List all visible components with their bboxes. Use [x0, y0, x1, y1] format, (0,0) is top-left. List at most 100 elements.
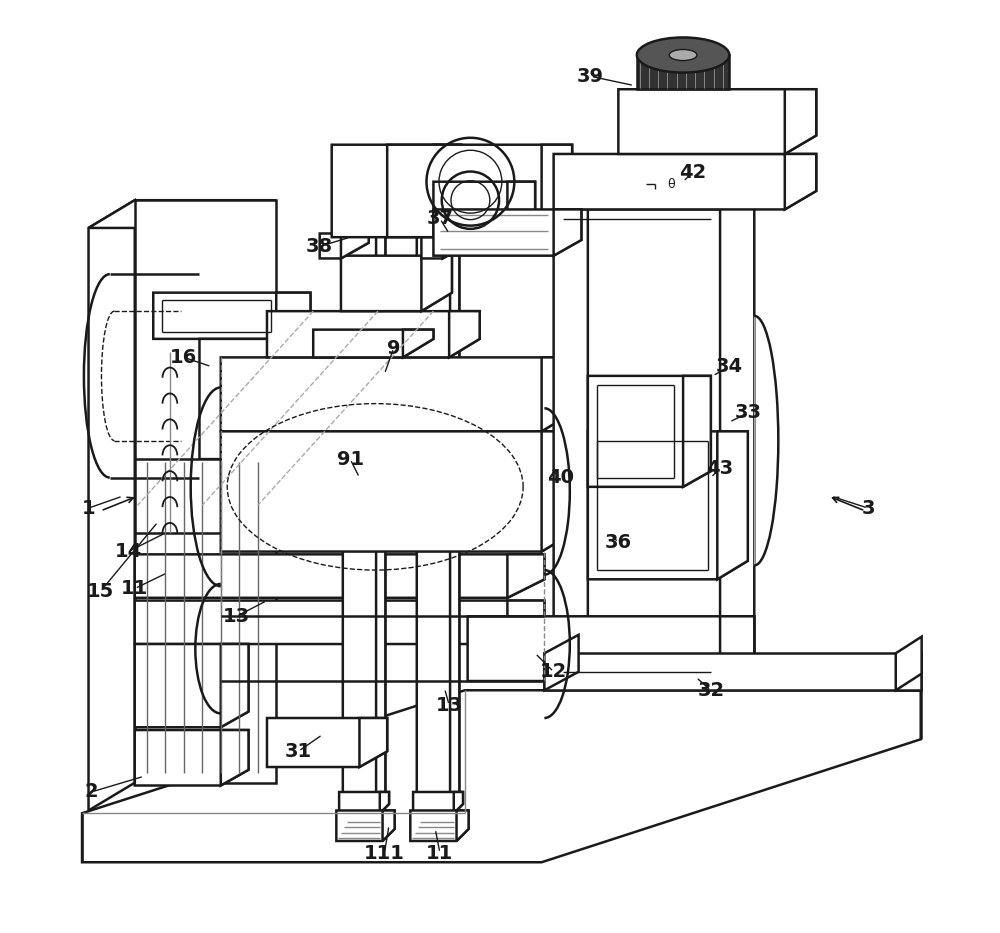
Polygon shape	[450, 230, 459, 814]
Polygon shape	[387, 145, 572, 237]
Text: 11: 11	[121, 579, 148, 598]
Polygon shape	[554, 209, 581, 256]
Polygon shape	[457, 811, 469, 841]
Text: 13: 13	[436, 696, 463, 715]
Polygon shape	[507, 601, 544, 644]
Polygon shape	[336, 811, 395, 841]
Polygon shape	[380, 792, 389, 814]
Polygon shape	[221, 730, 248, 786]
Polygon shape	[785, 90, 816, 154]
Text: 34: 34	[716, 357, 743, 376]
Text: 43: 43	[707, 459, 734, 478]
Polygon shape	[221, 431, 572, 551]
Polygon shape	[410, 811, 469, 841]
Ellipse shape	[669, 49, 697, 61]
Text: 2: 2	[84, 783, 98, 801]
Polygon shape	[542, 145, 572, 237]
Polygon shape	[417, 230, 459, 814]
Text: 32: 32	[697, 681, 724, 700]
Polygon shape	[554, 154, 816, 209]
Polygon shape	[720, 617, 754, 681]
Polygon shape	[454, 792, 463, 814]
Text: 39: 39	[577, 67, 604, 86]
Polygon shape	[554, 191, 588, 681]
Polygon shape	[135, 644, 248, 727]
Text: 33: 33	[734, 403, 761, 423]
Polygon shape	[339, 209, 389, 230]
Text: 38: 38	[306, 237, 333, 256]
Text: 42: 42	[679, 163, 706, 182]
Polygon shape	[683, 376, 711, 487]
Polygon shape	[380, 209, 389, 230]
Polygon shape	[433, 209, 581, 256]
Polygon shape	[421, 233, 470, 258]
Polygon shape	[320, 233, 369, 258]
Polygon shape	[82, 690, 921, 862]
Polygon shape	[433, 145, 461, 237]
Polygon shape	[588, 376, 711, 487]
Polygon shape	[135, 730, 248, 786]
Text: 16: 16	[170, 348, 197, 367]
Polygon shape	[413, 209, 463, 230]
Polygon shape	[468, 617, 754, 681]
Text: 37: 37	[426, 209, 453, 229]
Polygon shape	[637, 55, 729, 90]
Polygon shape	[449, 312, 480, 357]
Polygon shape	[383, 811, 395, 841]
Polygon shape	[221, 357, 572, 431]
Polygon shape	[267, 718, 387, 767]
Polygon shape	[339, 792, 389, 814]
Polygon shape	[135, 201, 276, 783]
Polygon shape	[135, 601, 544, 644]
Polygon shape	[544, 634, 579, 690]
Polygon shape	[313, 329, 433, 357]
Polygon shape	[896, 636, 922, 690]
Polygon shape	[89, 201, 135, 811]
Text: 36: 36	[605, 533, 632, 551]
Text: 40: 40	[547, 468, 574, 487]
Polygon shape	[544, 653, 921, 690]
Polygon shape	[785, 154, 816, 209]
Polygon shape	[454, 209, 463, 230]
Polygon shape	[153, 293, 310, 339]
Polygon shape	[403, 329, 433, 357]
Polygon shape	[542, 431, 572, 551]
Polygon shape	[896, 653, 921, 690]
Ellipse shape	[637, 37, 729, 73]
Text: 14: 14	[115, 542, 142, 561]
Text: θ: θ	[667, 178, 675, 191]
Polygon shape	[618, 90, 816, 154]
Polygon shape	[720, 191, 754, 681]
Text: 12: 12	[540, 662, 567, 681]
Polygon shape	[376, 230, 385, 814]
Polygon shape	[421, 256, 452, 312]
Polygon shape	[443, 233, 470, 258]
Polygon shape	[507, 182, 535, 237]
Text: 15: 15	[87, 582, 114, 601]
Text: 91: 91	[337, 450, 364, 468]
Text: 11: 11	[426, 843, 454, 862]
Polygon shape	[433, 182, 535, 237]
Text: 31: 31	[285, 742, 312, 760]
Text: 9: 9	[387, 339, 400, 357]
Polygon shape	[542, 357, 572, 431]
Polygon shape	[267, 312, 480, 357]
Polygon shape	[717, 431, 748, 579]
Polygon shape	[332, 145, 461, 237]
Text: 1: 1	[82, 498, 95, 518]
Polygon shape	[221, 644, 248, 727]
Polygon shape	[507, 554, 544, 598]
Polygon shape	[413, 792, 463, 814]
Polygon shape	[135, 459, 276, 533]
Polygon shape	[199, 339, 308, 459]
Polygon shape	[343, 230, 385, 814]
Polygon shape	[341, 256, 452, 312]
Text: 111: 111	[364, 843, 405, 862]
Text: 13: 13	[223, 606, 250, 626]
Polygon shape	[89, 201, 276, 228]
Polygon shape	[554, 191, 754, 209]
Polygon shape	[273, 339, 308, 459]
Polygon shape	[554, 662, 754, 681]
Polygon shape	[341, 233, 369, 258]
Polygon shape	[359, 718, 387, 767]
